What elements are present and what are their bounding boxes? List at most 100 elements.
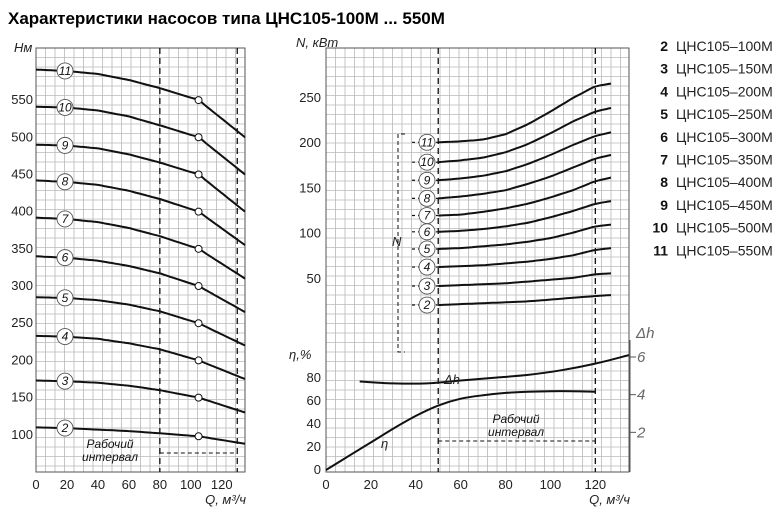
power-curve-label-4-badge: [418, 258, 436, 276]
head-curve-label-7-badge: [56, 210, 74, 228]
head-ytick-400: 400: [11, 204, 33, 219]
legend-text-9: ЦНС105–450М: [676, 197, 773, 213]
head-curve-label-8-badge: [56, 173, 74, 191]
power-curve-5: [438, 223, 612, 250]
power-curve-label-11: 11: [421, 135, 433, 149]
head-xtick-120: 120: [211, 477, 233, 492]
legend-text-10: ЦНС105–500М: [676, 220, 773, 236]
head-curve-label-4-badge: [56, 328, 74, 345]
legend-text-7: ЦНС105–350М: [676, 152, 773, 168]
head-rated-point-9: [194, 170, 203, 179]
head-ytick-150: 150: [11, 390, 33, 405]
eff-ytick-80: 80: [307, 370, 321, 385]
eff-ytick-0: 0: [314, 462, 321, 477]
legend-text-11: ЦНС105–550М: [676, 242, 773, 258]
head-ytick-300: 300: [11, 278, 33, 293]
legend-text-8: ЦНС105–400М: [676, 174, 773, 190]
npsh-ytick-6: 6: [637, 349, 646, 366]
power-curve-2: [438, 294, 612, 306]
power-curve-label-7: 7: [424, 209, 432, 223]
power-curve-label-10-badge: [418, 153, 436, 171]
power-curve-7: [438, 176, 612, 217]
head-curve-label-9: 9: [62, 138, 69, 152]
power-curve-10: [438, 106, 612, 164]
eff-ytick-60: 60: [307, 393, 321, 408]
eff-xtick-100: 100: [540, 477, 562, 492]
eff-xtick-60: 60: [453, 477, 467, 492]
eff-curve-label: η: [381, 436, 388, 451]
power-curve-8: [438, 154, 612, 200]
legend-number-4: 4: [660, 83, 668, 99]
head-curve-label-11-badge: [56, 62, 74, 80]
head-curve-label-10-badge: [56, 98, 74, 116]
legend-number-10: 10: [652, 220, 668, 236]
npsh-ytick-4: 4: [637, 387, 645, 404]
eff-curve: [325, 390, 596, 471]
power-curve-label-7-badge: [418, 207, 436, 224]
npsh-ytick-2: 2: [636, 424, 646, 441]
legend-text-3: ЦНС105–150М: [676, 61, 773, 77]
power-curve-9: [438, 131, 612, 182]
plot-frame: [35, 47, 246, 473]
eff-xtick-0: 0: [322, 477, 329, 492]
legend-text-2: ЦНС105–100М: [676, 38, 773, 54]
legend-number-9: 9: [660, 197, 668, 213]
head-ytick-100: 100: [11, 427, 33, 442]
head-rated-point-7: [194, 244, 203, 253]
npsh-curve: [359, 354, 630, 385]
power-curve-3: [438, 272, 612, 287]
head-curve-label-7: 7: [62, 212, 70, 226]
head-ytick-350: 350: [11, 241, 33, 256]
head-rated-point-3: [194, 393, 203, 402]
head-curve-label-4: 4: [62, 330, 69, 344]
head-xlabel: Q, м³/ч: [205, 492, 246, 507]
head-rated-point-5: [194, 319, 203, 328]
legend-number-6: 6: [660, 129, 668, 145]
power-ytick-100: 100: [299, 226, 321, 241]
eff-interval-label-2: интервал: [488, 425, 544, 439]
head-ytick-450: 450: [11, 166, 33, 181]
head-xtick-40: 40: [91, 477, 105, 492]
head-curve-label-3: 3: [62, 374, 69, 388]
head-rated-point-8: [194, 207, 203, 216]
power-curve-label-11-badge: [418, 133, 436, 151]
power-curve-label-2: 2: [423, 298, 431, 312]
eff-ytick-20: 20: [307, 439, 321, 454]
power-ylabel: N, кВт: [296, 35, 338, 50]
head-xtick-80: 80: [153, 477, 167, 492]
head-curve-label-5: 5: [62, 291, 69, 305]
eff-ylabel: η,%: [289, 347, 311, 362]
power-curve-4: [438, 247, 612, 268]
power-ytick-200: 200: [299, 135, 321, 150]
head-interval-label-1: Рабочий: [86, 437, 133, 451]
eff-interval-label-1: Рабочий: [492, 412, 539, 426]
power-curve-label-3: 3: [424, 279, 431, 293]
legend-number-8: 8: [660, 174, 668, 190]
eff-xlabel: Q, м³/ч: [589, 492, 630, 507]
head-rated-point-6: [194, 282, 203, 291]
power-curve-label-6: 6: [424, 225, 431, 239]
head-curve-label-6: 6: [62, 251, 69, 265]
head-ytick-250: 250: [11, 315, 33, 330]
legend-number-3: 3: [660, 61, 668, 77]
power-curve-label-5: 5: [424, 242, 431, 256]
power-curve-label-9-badge: [418, 171, 436, 189]
legend-text-6: ЦНС105–300М: [676, 129, 773, 145]
head-ytick-500: 500: [11, 129, 33, 144]
power-bracket-label: N: [392, 234, 402, 249]
head-ytick-200: 200: [11, 352, 33, 367]
power-ytick-50: 50: [307, 271, 321, 286]
head-curve-label-2: 2: [61, 421, 69, 435]
power-curve-label-3-badge: [418, 277, 436, 295]
legend-text-4: ЦНС105–200М: [676, 83, 773, 99]
head-curve-label-9-badge: [56, 136, 74, 154]
head-xtick-60: 60: [122, 477, 136, 492]
legend-number-2: 2: [660, 38, 668, 54]
power-curve-6: [438, 200, 612, 233]
power-curve-label-2-badge: [418, 296, 436, 314]
power-curve-label-10: 10: [420, 155, 434, 169]
eff-xtick-80: 80: [498, 477, 512, 492]
head-rated-point-11: [194, 96, 203, 105]
